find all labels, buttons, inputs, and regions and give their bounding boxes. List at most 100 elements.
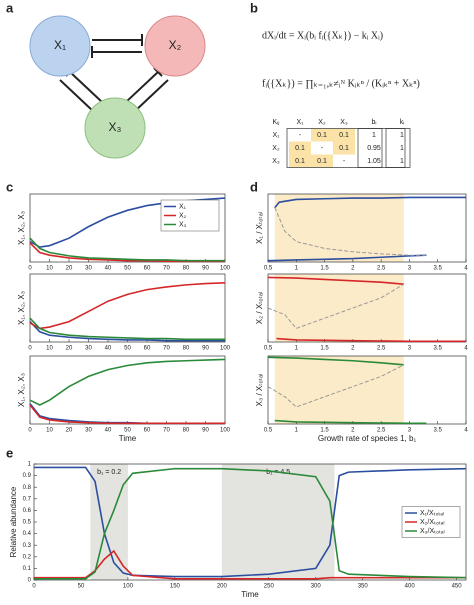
x-tick-label: 1	[295, 346, 299, 352]
x-tick-label: 10	[46, 428, 53, 434]
x-tick-label: 200	[217, 584, 228, 590]
legend-label: X₃	[179, 221, 187, 228]
series-line	[29, 237, 225, 262]
y-axis-label: X₁, X₂, X₃	[17, 291, 26, 325]
y-axis-label: X₂ / Xₜₒₜₐₗ	[255, 292, 264, 325]
equation: dXᵢ/dt = Xᵢ(bᵢ fᵢ({Xₖ}) − kᵢ Xᵢ)	[262, 30, 383, 41]
legend-label: X₃/Xₜₒₜₐₗ	[420, 528, 445, 535]
y-axis-label: Relative abundance	[9, 486, 18, 557]
legend-label: X₁	[179, 203, 187, 210]
x-tick-label: 150	[170, 584, 181, 590]
table-cell: 0.1	[317, 132, 327, 139]
table-header: X₃	[340, 119, 348, 126]
table-cell: 0.95	[367, 145, 381, 152]
x-tick-label: 100	[220, 346, 231, 352]
series-line	[29, 317, 225, 341]
table-cell: 1	[372, 132, 376, 139]
table-cell: 0.1	[317, 158, 327, 165]
table-cell: -	[321, 145, 324, 152]
y-tick-label: 0.4	[23, 531, 32, 537]
table-cell: X₂	[272, 145, 280, 152]
node	[84, 97, 146, 159]
node	[144, 15, 206, 77]
table-cell: 0.1	[295, 158, 305, 165]
node-label: X₂	[169, 38, 182, 52]
x-tick-label: 0.5	[264, 428, 273, 434]
y-tick-label: 0.8	[23, 485, 32, 491]
panel-label: e	[6, 445, 13, 460]
x-tick-label: 1.5	[320, 266, 329, 272]
legend-label: X₂/Xₜₒₜₐₗ	[420, 519, 445, 526]
x-tick-label: 60	[144, 266, 151, 272]
x-tick-label: 30	[85, 428, 92, 434]
x-tick-label: 100	[123, 584, 134, 590]
y-axis-label: X₁, X₂, X₃	[17, 211, 26, 245]
series-line	[274, 419, 427, 425]
region-label: b₁ = 0.2	[97, 469, 121, 476]
x-tick-label: 3.5	[434, 266, 443, 272]
x-tick-label: 40	[105, 428, 112, 434]
table-cell: X₁	[272, 132, 280, 139]
table-border	[357, 128, 383, 168]
table-cell: X₃	[272, 158, 280, 165]
panel-label: c	[6, 179, 13, 194]
x-tick-label: 350	[358, 584, 369, 590]
x-tick-label: 0	[28, 346, 32, 352]
shaded-region	[274, 274, 404, 342]
x-tick-label: 90	[202, 428, 209, 434]
y-tick-label: 0	[28, 578, 32, 584]
y-axis-label: X₁, X₂, X₃	[17, 373, 26, 407]
x-tick-label: 50	[124, 266, 131, 272]
table-cell: 1	[400, 145, 404, 152]
x-tick-label: 400	[405, 584, 416, 590]
x-tick-label: 1.5	[320, 346, 329, 352]
x-tick-label: 3.5	[434, 428, 443, 434]
table-header: Kᵢⱼ	[273, 119, 280, 126]
x-tick-label: 60	[144, 346, 151, 352]
series-line	[29, 358, 226, 406]
series-line	[267, 364, 404, 408]
y-tick-label: 1	[28, 462, 32, 468]
x-tick-label: 70	[163, 346, 170, 352]
x-tick-label: 80	[183, 266, 190, 272]
y-tick-label: 0.7	[23, 496, 32, 502]
x-tick-label: 20	[66, 346, 73, 352]
x-tick-label: 60	[144, 428, 151, 434]
x-tick-label: 0	[28, 428, 32, 434]
legend-label: X₁/Xₜₒₜₐₗ	[420, 510, 444, 517]
x-tick-label: 4	[464, 428, 468, 434]
x-tick-label: 10	[46, 266, 53, 272]
table-cell-bg	[289, 154, 311, 168]
x-tick-label: 20	[66, 266, 73, 272]
x-tick-label: 1	[295, 266, 299, 272]
table-cell: 1	[400, 132, 404, 139]
x-tick-label: 1.5	[320, 428, 329, 434]
x-tick-label: 30	[85, 346, 92, 352]
x-axis-label: Time	[241, 590, 259, 599]
table-cell-bg	[289, 141, 311, 155]
table-cell: 0.1	[295, 145, 305, 152]
series-line	[29, 321, 225, 342]
table-cell: 0.1	[339, 132, 349, 139]
series-line	[267, 254, 427, 262]
x-tick-label: 2	[351, 266, 355, 272]
x-tick-label: 30	[85, 266, 92, 272]
x-tick-label: 2	[351, 428, 355, 434]
table-cell: -	[299, 132, 302, 139]
series-line	[274, 207, 427, 256]
table-border	[286, 128, 406, 168]
x-tick-label: 3.5	[434, 346, 443, 352]
x-tick-label: 90	[202, 346, 209, 352]
table-header: bᵢ	[372, 119, 377, 126]
y-axis-label: X₃ / Xₜₒₜₐₗ	[255, 374, 264, 407]
shaded-region	[274, 356, 404, 424]
table-header: X₁	[296, 119, 304, 126]
x-tick-label: 4	[464, 266, 468, 272]
x-tick-label: 40	[105, 266, 112, 272]
x-tick-label: 50	[124, 346, 131, 352]
series-line	[34, 549, 466, 580]
x-tick-label: 90	[202, 266, 209, 272]
x-tick-label: 50	[124, 428, 131, 434]
x-tick-label: 2.5	[377, 428, 386, 434]
